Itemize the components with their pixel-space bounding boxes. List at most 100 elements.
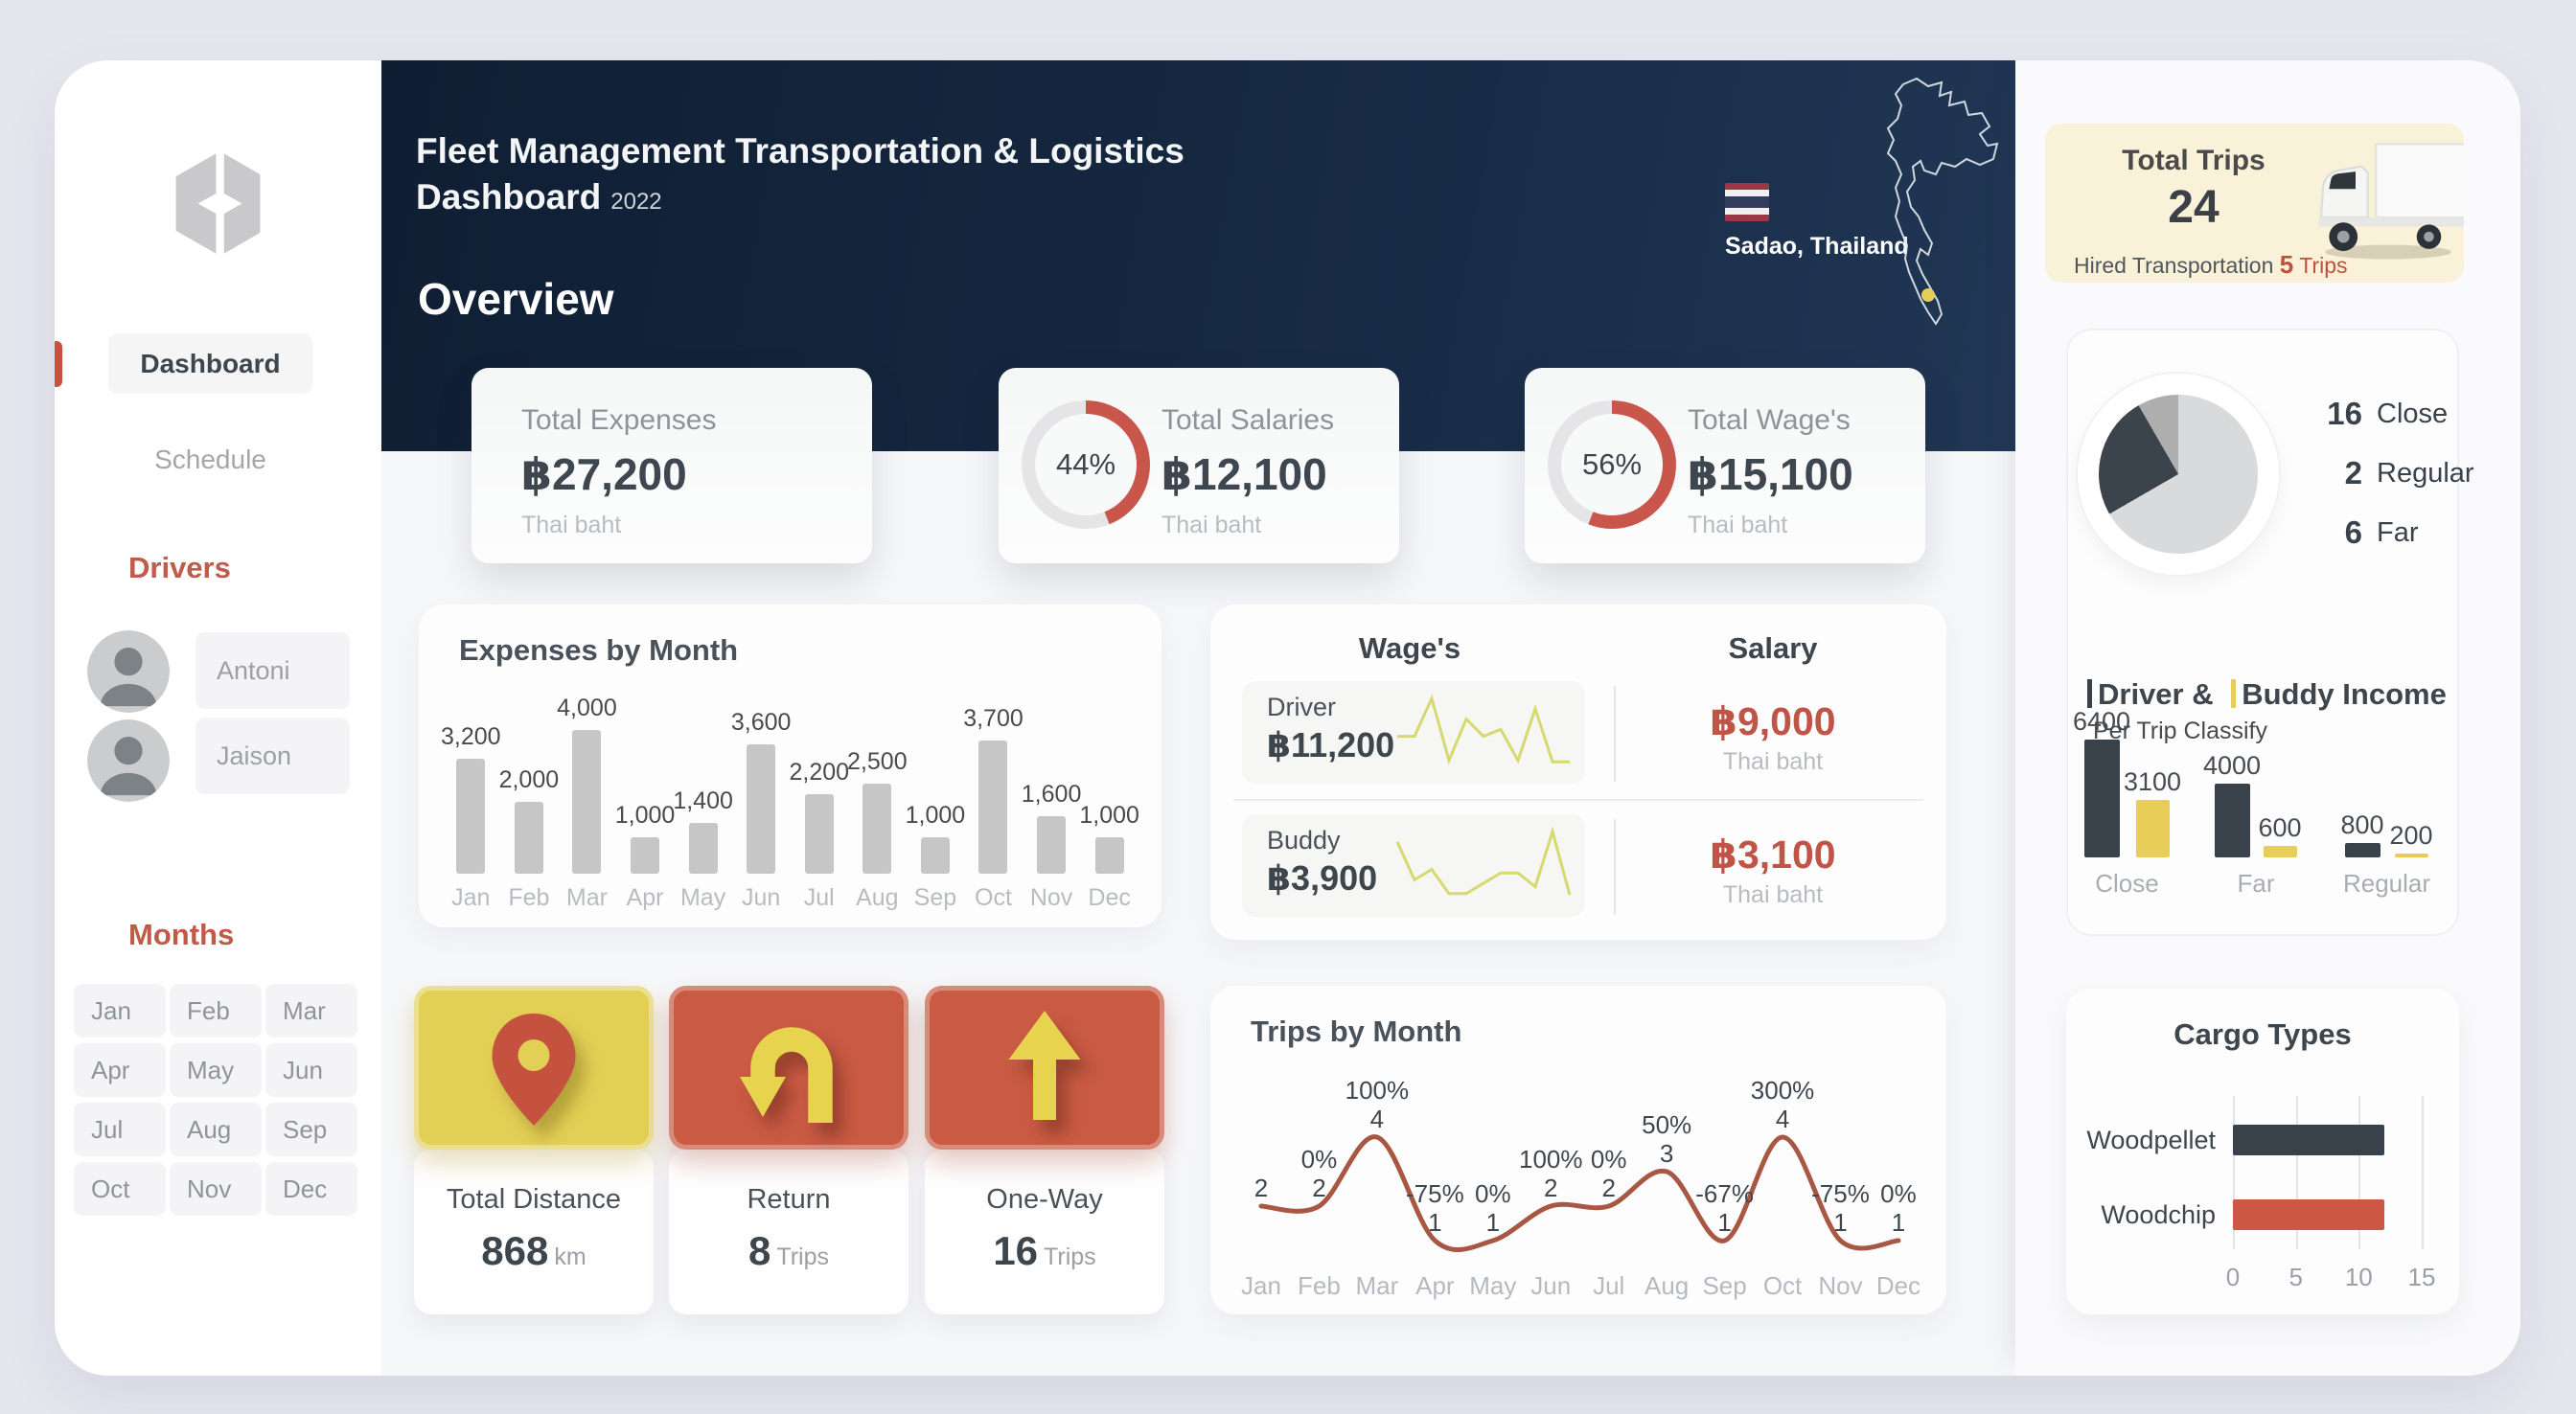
kpi-unit: Thai baht bbox=[1688, 512, 1788, 538]
buddy-salary-value: ฿3,100 bbox=[1710, 832, 1836, 877]
trip-month-label: Mar bbox=[1355, 1271, 1399, 1300]
wages-column-divider bbox=[1614, 819, 1616, 915]
expense-bar-group: 3,700 Oct bbox=[963, 700, 1024, 912]
return-trips-card: Return 8 Trips bbox=[669, 1150, 908, 1314]
driver-avatar bbox=[87, 719, 170, 802]
driver-wage-sparkline bbox=[1397, 694, 1570, 765]
expense-month-label: Jan bbox=[451, 884, 491, 911]
expense-bar-group: 2,200 Jul bbox=[789, 700, 849, 912]
income-bar-buddy-close bbox=[2136, 800, 2170, 857]
one-way-trips-tile bbox=[925, 986, 1164, 1150]
cargo-category-label: Woodpellet bbox=[2086, 1126, 2216, 1154]
up-arrow-icon bbox=[1008, 1010, 1081, 1120]
driver-avatar bbox=[87, 630, 170, 713]
cargo-gridline bbox=[2295, 1096, 2298, 1249]
trip-count-label: 1 bbox=[1891, 1208, 1906, 1237]
trip-change-label: 50% bbox=[1642, 1110, 1692, 1139]
kpi-donut: 56% bbox=[1548, 400, 1676, 529]
income-chart-title: Driver & Buddy Income bbox=[2087, 677, 2447, 712]
income-category-label: Regular bbox=[2342, 869, 2431, 898]
expense-bar bbox=[978, 741, 1008, 874]
income-bar-driver-regular bbox=[2345, 843, 2380, 857]
trip-classification-panel: Driver & Buddy Income Per Trip Classify … bbox=[2066, 329, 2474, 936]
legend-value-regular: 2 bbox=[2344, 455, 2362, 490]
month-button-jun[interactable]: Jun bbox=[265, 1043, 357, 1097]
trips-panel: Trips by Month 2 Jan 0% 2 Feb 100% 4 Mar -75% 1 Ap… bbox=[1210, 986, 1946, 1314]
driver-button-antoni[interactable]: Antoni bbox=[196, 632, 350, 709]
wages-row-divider bbox=[1233, 799, 1923, 801]
months-heading: Months bbox=[128, 918, 235, 951]
trip-month-label: Nov bbox=[1818, 1271, 1863, 1300]
month-button-feb[interactable]: Feb bbox=[170, 984, 262, 1038]
trips-line-chart bbox=[1258, 1134, 1901, 1252]
kpi-unit: Thai baht bbox=[1162, 512, 1262, 538]
expense-bar bbox=[572, 730, 602, 874]
total-trips-card: Total Trips 24 Hired Transportation 5 Tr… bbox=[2045, 124, 2464, 283]
month-button-aug[interactable]: Aug bbox=[170, 1103, 262, 1156]
driver-wage-card: Driver ฿11,200 bbox=[1242, 681, 1585, 784]
month-button-may[interactable]: May bbox=[170, 1043, 262, 1097]
driver-button-jaison[interactable]: Jaison bbox=[196, 718, 350, 794]
total-distance-tile bbox=[414, 986, 654, 1150]
kpi-percent-label: 44% bbox=[1055, 447, 1116, 481]
month-button-sep[interactable]: Sep bbox=[265, 1103, 357, 1156]
expense-month-label: May bbox=[679, 884, 726, 911]
legend-label-close: Close bbox=[2377, 399, 2449, 429]
expense-bar bbox=[1094, 837, 1124, 874]
trip-count-label: 1 bbox=[1717, 1208, 1732, 1237]
expense-bar-group: 2,500 Aug bbox=[847, 700, 908, 912]
cargo-axis-tick: 0 bbox=[2225, 1263, 2241, 1291]
expense-bar-group: 1,400 May bbox=[673, 700, 733, 912]
return-trips-label: Return bbox=[747, 1184, 831, 1215]
trip-count-label: 1 bbox=[1485, 1208, 1501, 1237]
total-trips-title: Total Trips bbox=[2122, 145, 2266, 176]
sidebar-item-schedule[interactable]: Schedule bbox=[154, 445, 266, 474]
expense-month-label: Apr bbox=[626, 884, 664, 911]
expense-bar bbox=[631, 837, 660, 874]
drivers-heading: Drivers bbox=[128, 551, 231, 584]
month-button-oct[interactable]: Oct bbox=[74, 1162, 166, 1216]
trip-count-label: 3 bbox=[1659, 1139, 1674, 1168]
trip-change-label: 100% bbox=[1345, 1076, 1410, 1105]
month-button-mar[interactable]: Mar bbox=[265, 984, 357, 1038]
trip-month-label: Sep bbox=[1702, 1271, 1747, 1300]
expense-value-label: 2,500 bbox=[847, 748, 908, 775]
trip-count-label: 2 bbox=[1544, 1174, 1558, 1202]
sidebar: Dashboard Schedule Drivers Antoni Jaison … bbox=[55, 60, 381, 1376]
driver-salary-value: ฿9,000 bbox=[1710, 699, 1836, 743]
kpi-value: ฿27,200 bbox=[521, 449, 687, 499]
month-button-dec[interactable]: Dec bbox=[265, 1162, 357, 1216]
expense-bar-group: 3,200 Jan bbox=[441, 700, 501, 912]
month-button-jan[interactable]: Jan bbox=[74, 984, 166, 1038]
legend-value-far: 6 bbox=[2344, 514, 2362, 550]
sidebar-item-dashboard[interactable]: Dashboard bbox=[108, 333, 312, 394]
expense-value-label: 3,700 bbox=[963, 705, 1024, 732]
expense-value-label: 3,200 bbox=[441, 723, 501, 750]
kpi-unit: Thai baht bbox=[521, 512, 622, 538]
expense-bar bbox=[747, 744, 776, 874]
cargo-types-panel: Cargo Types 0 5 10 15 Woodpellet Woodchip bbox=[2066, 989, 2459, 1314]
month-button-jul[interactable]: Jul bbox=[74, 1103, 166, 1156]
income-value-label: 200 bbox=[2389, 821, 2433, 850]
total-distance-value: 868 km bbox=[481, 1228, 586, 1273]
buddy-salary-unit: Thai baht bbox=[1722, 881, 1824, 908]
active-nav-indicator bbox=[55, 341, 62, 387]
trip-change-label: -67% bbox=[1695, 1179, 1754, 1208]
expense-bar bbox=[920, 837, 950, 874]
u-turn-arrow-icon bbox=[740, 1026, 833, 1123]
expense-bar bbox=[514, 802, 543, 874]
driver-series-tick bbox=[2087, 679, 2092, 708]
income-bar-driver-far bbox=[2215, 784, 2250, 857]
trip-month-label: May bbox=[1469, 1271, 1517, 1300]
cargo-axis-tick: 10 bbox=[2344, 1263, 2373, 1291]
month-button-apr[interactable]: Apr bbox=[74, 1043, 166, 1097]
truck-image bbox=[2318, 143, 2464, 260]
expense-value-label: 1,400 bbox=[673, 787, 733, 814]
month-button-nov[interactable]: Nov bbox=[170, 1162, 262, 1216]
trips-panel-title: Trips by Month bbox=[1251, 1015, 1462, 1048]
kpi-value: ฿15,100 bbox=[1688, 449, 1853, 499]
kpi-label: Total Salaries bbox=[1162, 404, 1335, 436]
expense-month-label: Nov bbox=[1029, 884, 1073, 911]
expense-bar-group: 1,000 Dec bbox=[1079, 700, 1139, 912]
